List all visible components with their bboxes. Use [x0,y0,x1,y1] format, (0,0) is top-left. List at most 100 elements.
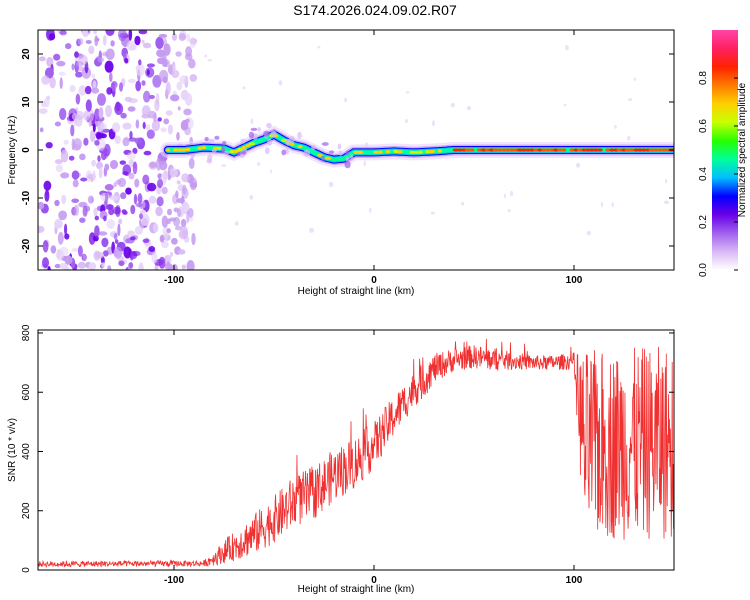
noise-blob [167,264,174,270]
noise-blob [74,51,79,58]
noise-blob [75,71,83,78]
noise-blob [58,210,67,221]
ridge-side-blob [285,138,291,146]
noise-blob [71,170,80,180]
noise-blob [124,96,133,102]
noise-blob [43,180,52,191]
noise-blob [79,153,86,161]
noise-blob [83,137,89,146]
noise-blob [117,30,127,42]
page-title: S174.2026.024.09.02.R07 [293,2,457,18]
noise-blob [85,40,92,44]
noise-blob [152,223,159,233]
ridge-side-blob [250,127,258,131]
noise-blob [169,168,178,178]
noise-blob [61,194,67,205]
noise-blob [140,213,150,226]
ridge-side-blob [337,143,342,150]
noise-blob [100,192,110,202]
noise-blob [98,167,103,179]
ridge-side-blob [350,154,354,161]
noise-blob [139,209,146,214]
noise-dot [317,46,321,49]
noise-blob [85,205,91,212]
noise-blob [71,63,75,71]
noise-blob [148,246,156,252]
noise-blob [44,97,50,108]
ridge-hot-spot [653,148,659,152]
noise-blob [162,58,168,68]
noise-blob [117,177,127,188]
noise-blob [163,118,170,125]
noise-blob [180,89,189,101]
noise-blob [146,69,150,76]
colorbar-tick-label: 0.6 [698,119,709,133]
ridge-hot-spot [573,148,579,152]
ridge-side-blob [321,142,329,146]
noise-blob [91,87,100,94]
noise-blob [54,159,63,165]
ridge-side-blob [344,160,351,169]
noise-blob [71,198,80,204]
noise-blob [95,131,105,139]
colorbar-tick-label: 0.4 [698,167,709,181]
noise-blob [54,263,61,269]
noise-dot [507,209,511,213]
colorbar-label: Normalized spectral amplitude [737,82,748,217]
noise-blob [172,63,176,74]
noise-blob [127,230,135,237]
noise-blob [155,206,163,217]
ridge-hot-spot [537,148,543,152]
noise-blob [172,33,177,41]
noise-blob [50,245,57,254]
ridge-side-blob [311,144,316,150]
ridge-hot-spot [385,150,391,154]
noise-blob [57,231,64,245]
noise-blob [68,155,75,161]
noise-blob [127,78,136,84]
noise-dot [270,169,273,174]
noise-dot [432,120,435,127]
noise-dot [504,193,506,199]
ridge-hot-spot [428,149,436,154]
ridge-side-blob [236,151,241,157]
noise-dot [221,164,226,167]
y-tick-label: 200 [21,502,32,519]
noise-dot [207,59,212,62]
noise-blob [108,208,115,216]
noise-dot [665,179,668,184]
ridge-side-blob [281,149,287,156]
ridge-hot-spot [541,148,547,152]
noise-blob [188,217,194,222]
noise-blob [181,173,190,183]
noise-dot [586,231,591,236]
noise-dot [369,207,372,213]
noise-dot [234,221,239,226]
noise-blob [64,223,68,236]
noise-blob [75,61,85,67]
x-tick-label: -100 [164,275,184,286]
noise-blob [183,108,192,116]
noise-blob [110,40,115,47]
colorbar-tick-label: 0.8 [698,71,709,85]
noise-blob [56,60,66,67]
y-tick-label: -10 [21,190,32,205]
noise-blob [129,130,133,139]
noise-blob [134,137,143,145]
noise-blob [135,65,140,71]
noise-blob [104,60,114,73]
noise-dot [461,201,465,206]
ridge-hot-spot [657,148,663,152]
noise-blob [77,66,87,72]
noise-blob [122,137,130,147]
noise-blob [91,73,95,79]
noise-dot [328,181,334,188]
noise-blob [39,56,46,62]
ridge-hot-spot [413,150,419,154]
noise-blob [141,39,145,44]
noise-blob [59,77,63,90]
noise-blob [60,172,70,179]
ridge-hot-spot [177,148,183,152]
noise-blob [123,246,132,259]
